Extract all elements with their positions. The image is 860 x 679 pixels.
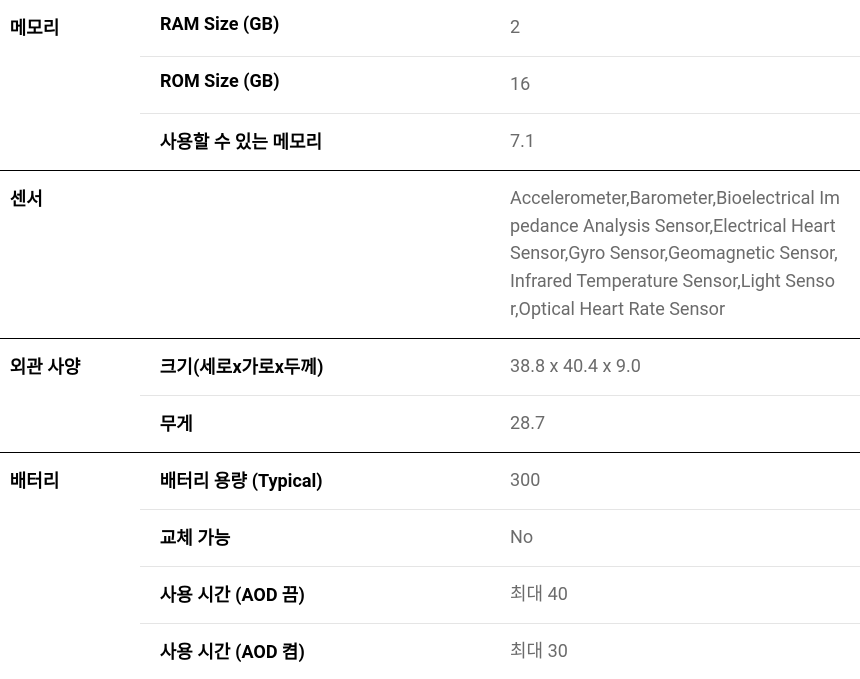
spec-value: 300 [500, 453, 860, 509]
spec-label: 배터리 용량 (Typical) [140, 453, 500, 507]
table-sub-row: 크기(세로x가로x두께) 38.8 x 40.4 x 9.0 [140, 339, 860, 395]
category-label: 센서 [0, 171, 140, 225]
table-row: 메모리 RAM Size (GB) 2 ROM Size (GB) 16 [0, 0, 860, 170]
table-sub-row: Accelerometer,Barometer,Bioelectrical Im… [140, 171, 860, 338]
table-sub-row: ROM Size (GB) 16 [140, 56, 860, 113]
sub-cells: 크기(세로x가로x두께) 38.8 x 40.4 x 9.0 무게 28.7 [140, 339, 860, 452]
table-sub-row: 사용할 수 있는 메모리 7.1 [140, 113, 860, 170]
spec-value: No [500, 510, 860, 566]
spec-label [140, 171, 500, 199]
category-label: 메모리 [0, 0, 140, 54]
section-sensor: 센서 Accelerometer,Barometer,Bioelectrical… [0, 170, 860, 338]
category-label: 배터리 [0, 453, 140, 507]
spec-value: 최대 40 [500, 567, 860, 623]
table-sub-row: 사용 시간 (AOD 끔) 최대 40 [140, 566, 860, 623]
table-row: 센서 Accelerometer,Barometer,Bioelectrical… [0, 171, 860, 338]
table-sub-row: 사용 시간 (AOD 켬) 최대 30 [140, 623, 860, 679]
spec-label: 사용할 수 있는 메모리 [140, 114, 500, 168]
spec-value: 28.7 [500, 396, 860, 452]
spec-label: 사용 시간 (AOD 끔) [140, 567, 500, 621]
table-sub-row: 무게 28.7 [140, 395, 860, 452]
section-battery: 배터리 배터리 용량 (Typical) 300 교체 가능 No [0, 452, 860, 679]
spec-value: Accelerometer,Barometer,Bioelectrical Im… [500, 171, 860, 338]
spec-value: 7.1 [500, 114, 860, 170]
spec-label: ROM Size (GB) [140, 57, 500, 106]
spec-label: 사용 시간 (AOD 켬) [140, 624, 500, 678]
table-sub-row: 교체 가능 No [140, 509, 860, 566]
spec-value: 38.8 x 40.4 x 9.0 [500, 339, 860, 395]
spec-value: 최대 30 [500, 624, 860, 679]
spec-label: 크기(세로x가로x두께) [140, 339, 500, 393]
spec-label: 무게 [140, 396, 500, 450]
spec-label: 교체 가능 [140, 510, 500, 564]
spec-label: RAM Size (GB) [140, 0, 500, 49]
section-memory: 메모리 RAM Size (GB) 2 ROM Size (GB) 16 [0, 0, 860, 170]
spec-value: 2 [500, 0, 860, 56]
sub-cells: Accelerometer,Barometer,Bioelectrical Im… [140, 171, 860, 338]
table-sub-row: 배터리 용량 (Typical) 300 [140, 453, 860, 509]
sub-cells: 배터리 용량 (Typical) 300 교체 가능 No 사용 시간 (AOD… [140, 453, 860, 679]
spec-value: 16 [500, 57, 860, 113]
category-label: 외관 사양 [0, 339, 140, 393]
sub-cells: RAM Size (GB) 2 ROM Size (GB) 16 사용할 수 있… [140, 0, 860, 170]
section-exterior: 외관 사양 크기(세로x가로x두께) 38.8 x 40.4 x 9.0 무게 … [0, 338, 860, 452]
spec-table: 메모리 RAM Size (GB) 2 ROM Size (GB) 16 [0, 0, 860, 679]
table-sub-row: RAM Size (GB) 2 [140, 0, 860, 56]
table-row: 외관 사양 크기(세로x가로x두께) 38.8 x 40.4 x 9.0 무게 … [0, 339, 860, 452]
table-row: 배터리 배터리 용량 (Typical) 300 교체 가능 No [0, 453, 860, 679]
